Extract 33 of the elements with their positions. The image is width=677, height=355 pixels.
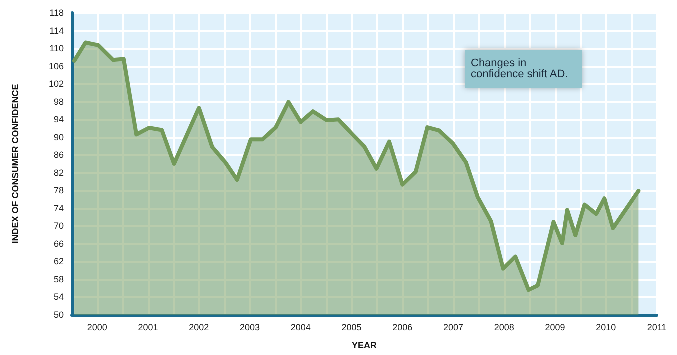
y-tick-label: 74: [54, 203, 64, 214]
y-tick-label: 66: [54, 238, 64, 249]
y-tick-label: 86: [54, 150, 64, 160]
x-tick-label: 2010: [596, 322, 616, 332]
x-tick-label: 2008: [494, 322, 514, 332]
y-tick-label: 106: [48, 61, 64, 72]
y-tick-label: 98: [54, 96, 64, 107]
annotation: Changes in confidence shift AD.: [471, 58, 568, 80]
y-tick-label: 82: [54, 168, 64, 178]
y-tick-label: 102: [48, 79, 64, 90]
y-tick-label: 62: [54, 256, 64, 267]
x-tick-label: 2007: [444, 322, 464, 332]
x-tick-label: 2000: [87, 322, 108, 332]
y-tick-label: 78: [54, 186, 64, 196]
y-tick-label: 114: [50, 26, 64, 36]
y-tick-label: 50: [54, 310, 64, 320]
x-tick-label: 2004: [290, 322, 311, 332]
x-tick-label: 2003: [240, 322, 260, 332]
x-tick-label: 2002: [189, 322, 210, 332]
y-tick-label: 54: [54, 292, 64, 302]
y-tick-label: 94: [54, 114, 64, 125]
x-axis-title: YEAR: [352, 340, 378, 350]
x-tick-label: 2009: [545, 322, 566, 332]
y-tick-label: 118: [50, 8, 64, 18]
y-tick-label: 70: [54, 221, 64, 232]
x-tick-label: 2006: [392, 322, 413, 332]
y-tick-label: 58: [54, 274, 64, 284]
y-tick-label: 90: [54, 132, 64, 142]
x-tick-label: 2005: [342, 322, 362, 332]
x-tick-label: 2001: [138, 322, 158, 332]
x-tick-label: 2011: [647, 322, 667, 332]
y-tick-label: 110: [50, 44, 64, 54]
y-axis-title: INDEX OF CONSUMER CONFIDENCE: [10, 84, 20, 244]
